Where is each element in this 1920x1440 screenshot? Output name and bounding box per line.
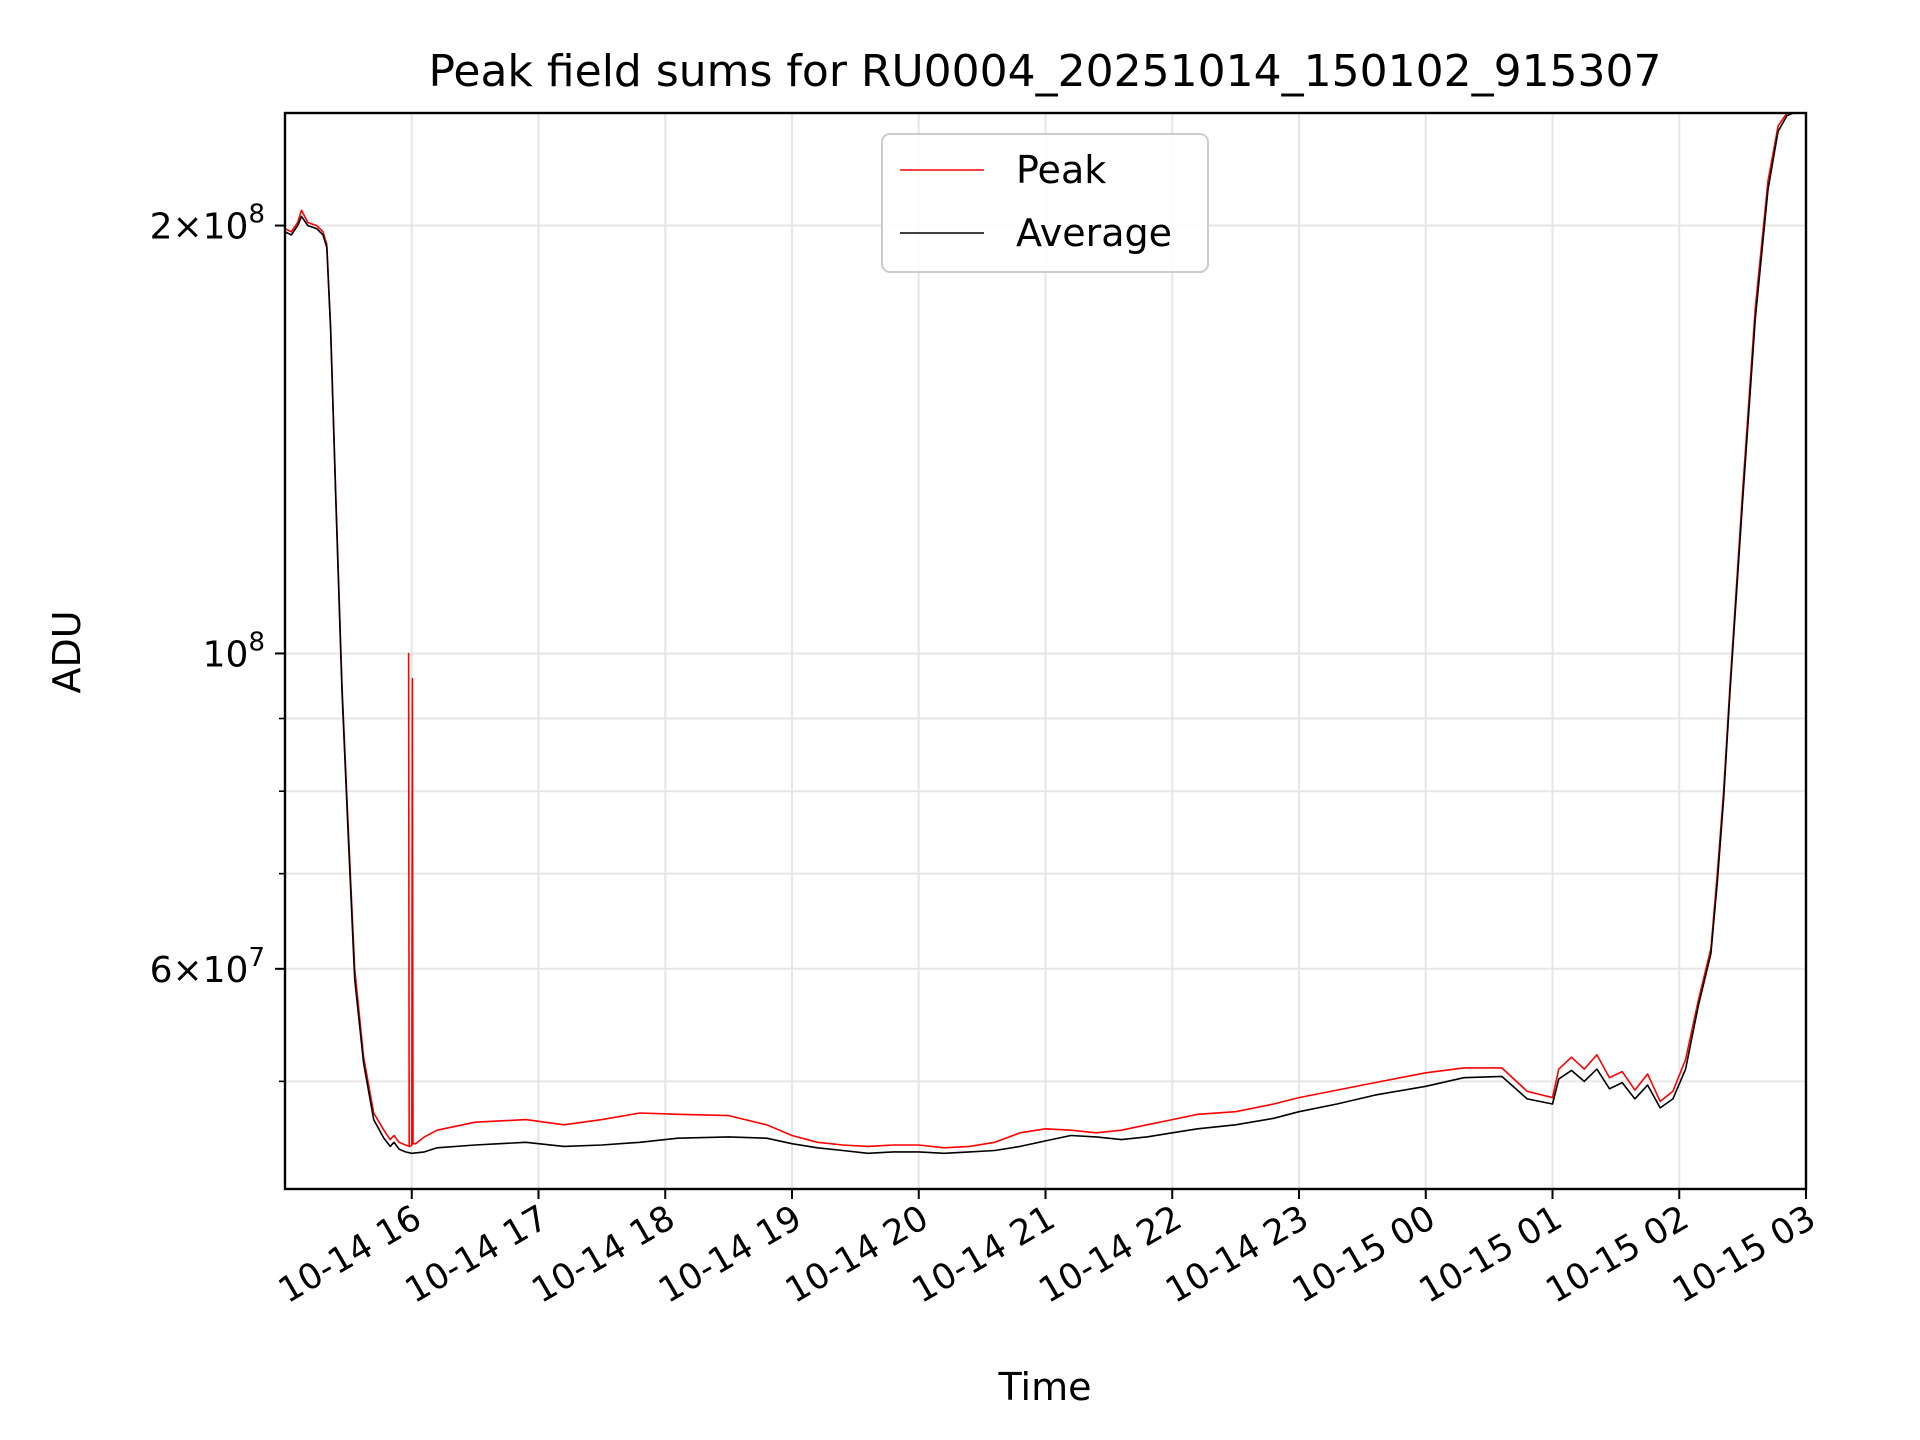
grid	[285, 113, 1807, 1189]
legend[interactable]: Peak Average	[881, 133, 1209, 273]
legend-average-label: Average	[1016, 211, 1172, 255]
legend-peak-label: Peak	[1016, 148, 1106, 192]
series-line-average	[285, 113, 1806, 1155]
series-line-peak	[285, 113, 1806, 1149]
y-tick-label: 2×108	[150, 200, 265, 248]
series-layer	[285, 113, 1806, 1155]
y-axis-label: ADU	[45, 610, 89, 693]
x-axis-label: Time	[998, 1365, 1092, 1409]
chart-title: Peak field sums for RU0004_20251014_1501…	[428, 46, 1661, 97]
legend-box	[881, 133, 1209, 273]
y-tick-label: 6×107	[150, 943, 265, 991]
y-tick-label: 108	[203, 627, 265, 675]
y-axis: 2×108 108 6×107	[150, 200, 285, 1083]
